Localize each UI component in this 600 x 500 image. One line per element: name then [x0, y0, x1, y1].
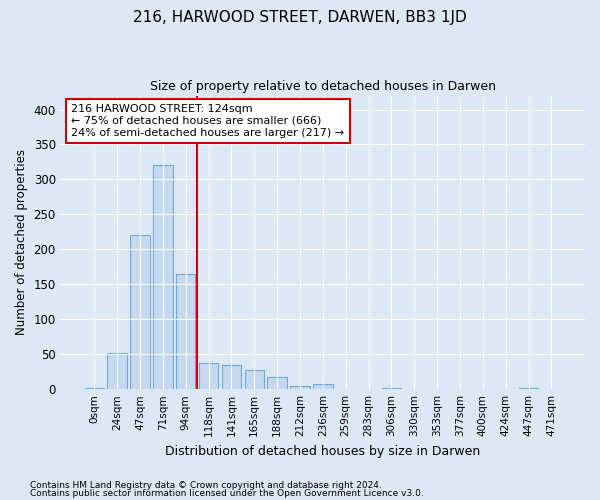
Y-axis label: Number of detached properties: Number of detached properties [15, 150, 28, 336]
Bar [519, 388, 538, 389]
Bar [313, 384, 332, 389]
Bar [245, 370, 264, 389]
Bar [130, 236, 149, 389]
Bar [107, 353, 127, 389]
Bar [85, 388, 104, 389]
Bar [153, 166, 173, 389]
Bar [382, 388, 401, 389]
Bar [199, 362, 218, 389]
Bar [290, 386, 310, 389]
Text: Contains HM Land Registry data © Crown copyright and database right 2024.: Contains HM Land Registry data © Crown c… [30, 481, 382, 490]
Bar [176, 274, 196, 389]
Bar [268, 378, 287, 389]
Text: 216, HARWOOD STREET, DARWEN, BB3 1JD: 216, HARWOOD STREET, DARWEN, BB3 1JD [133, 10, 467, 25]
X-axis label: Distribution of detached houses by size in Darwen: Distribution of detached houses by size … [165, 444, 481, 458]
Text: 216 HARWOOD STREET: 124sqm
← 75% of detached houses are smaller (666)
24% of sem: 216 HARWOOD STREET: 124sqm ← 75% of deta… [71, 104, 344, 138]
Title: Size of property relative to detached houses in Darwen: Size of property relative to detached ho… [150, 80, 496, 93]
Text: Contains public sector information licensed under the Open Government Licence v3: Contains public sector information licen… [30, 488, 424, 498]
Bar [221, 364, 241, 389]
